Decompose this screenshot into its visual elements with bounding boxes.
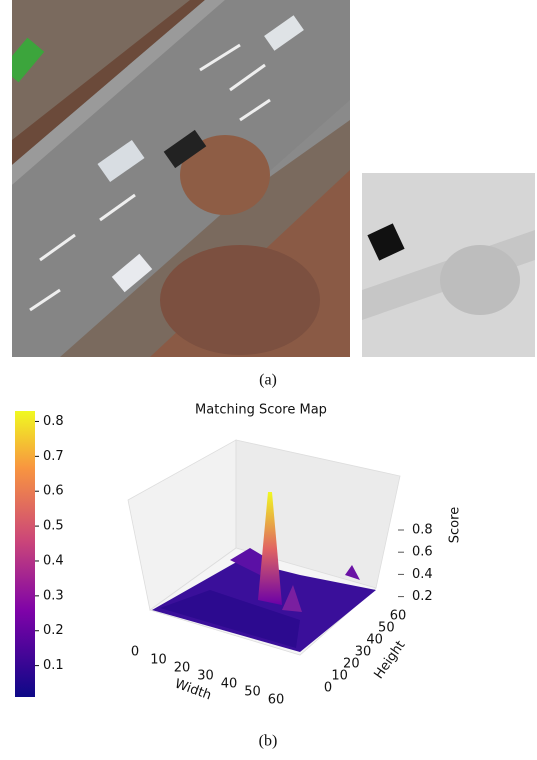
z-axis-label: Score xyxy=(448,507,463,543)
colorbar-tick-label: 0.8 xyxy=(43,414,64,429)
x-tick-label: 20 xyxy=(174,661,191,676)
aerial-image xyxy=(2,0,350,360)
colorbar-tick-label: 0.5 xyxy=(43,519,64,534)
x-tick-label: 40 xyxy=(221,677,238,692)
chart-title: Matching Score Map xyxy=(195,403,327,418)
caption-b: (b) xyxy=(259,733,278,750)
colorbar xyxy=(15,411,35,697)
figure: (a) Matching Score Map Score Width Heigh… xyxy=(0,0,537,756)
colorbar-tick-label: 0.2 xyxy=(43,623,64,638)
x-tick-label: 60 xyxy=(268,693,285,708)
colorbar-tick-label: 0.7 xyxy=(43,449,64,464)
z-tick-label: 0.4 xyxy=(412,567,433,582)
x-tick-label: 30 xyxy=(197,669,214,684)
x-tick-label: 0 xyxy=(131,645,139,660)
z-tick-label: 0.2 xyxy=(412,589,433,604)
y-tick-label: 60 xyxy=(390,609,407,624)
x-tick-label: 10 xyxy=(150,653,167,668)
colorbar-tick-label: 0.3 xyxy=(43,588,64,603)
colorbar-tick-label: 0.6 xyxy=(43,484,64,499)
colorbar-tick-label: 0.1 xyxy=(43,658,64,673)
caption-a: (a) xyxy=(259,372,277,389)
z-tick-label: 0.6 xyxy=(412,545,433,560)
colorbar-tick-label: 0.4 xyxy=(43,553,64,568)
z-tick-label: 0.8 xyxy=(412,523,433,538)
x-tick-label: 50 xyxy=(244,685,261,700)
